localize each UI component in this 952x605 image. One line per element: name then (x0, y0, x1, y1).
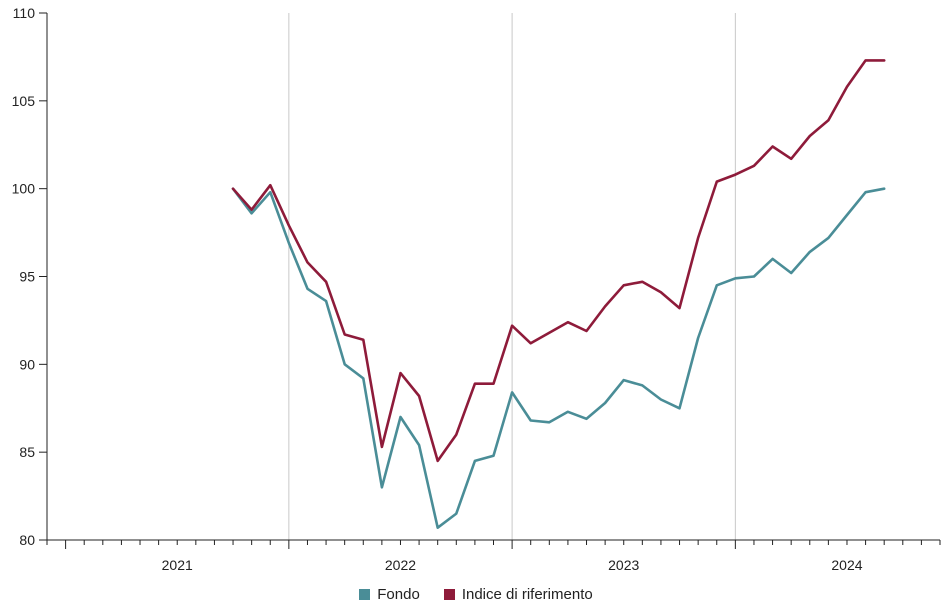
series-line-fondo (231, 187, 886, 530)
y-tick-label: 105 (12, 93, 36, 109)
series-line-indice (231, 59, 886, 463)
legend-item-indice: Indice di riferimento (443, 586, 593, 603)
year-gridlines (288, 13, 736, 540)
y-axis-ticks: 80 85 90 95 100 105 110 (12, 5, 47, 548)
legend-swatch-indice (443, 589, 455, 600)
x-axis-ticks: 2021 2022 2023 2024 (46, 540, 941, 573)
legend-label-fondo: Fondo (377, 586, 420, 603)
x-year-label: 2022 (385, 557, 416, 573)
y-tick-label: 100 (12, 181, 36, 197)
legend-item-fondo: Fondo (359, 586, 420, 603)
x-year-label: 2023 (608, 557, 639, 573)
series-lines (231, 59, 886, 530)
y-tick-label: 80 (19, 532, 35, 548)
x-year-label: 2021 (162, 557, 193, 573)
y-tick-label: 110 (13, 5, 36, 21)
legend-swatch-fondo (359, 589, 371, 600)
y-tick-label: 95 (19, 269, 35, 285)
axes (46, 13, 940, 541)
legend-label-indice: Indice di riferimento (461, 586, 593, 603)
y-tick-label: 85 (19, 444, 35, 460)
y-tick-label: 90 (19, 356, 35, 372)
x-year-label: 2024 (831, 557, 862, 573)
legend: Fondo Indice di riferimento (0, 586, 952, 603)
